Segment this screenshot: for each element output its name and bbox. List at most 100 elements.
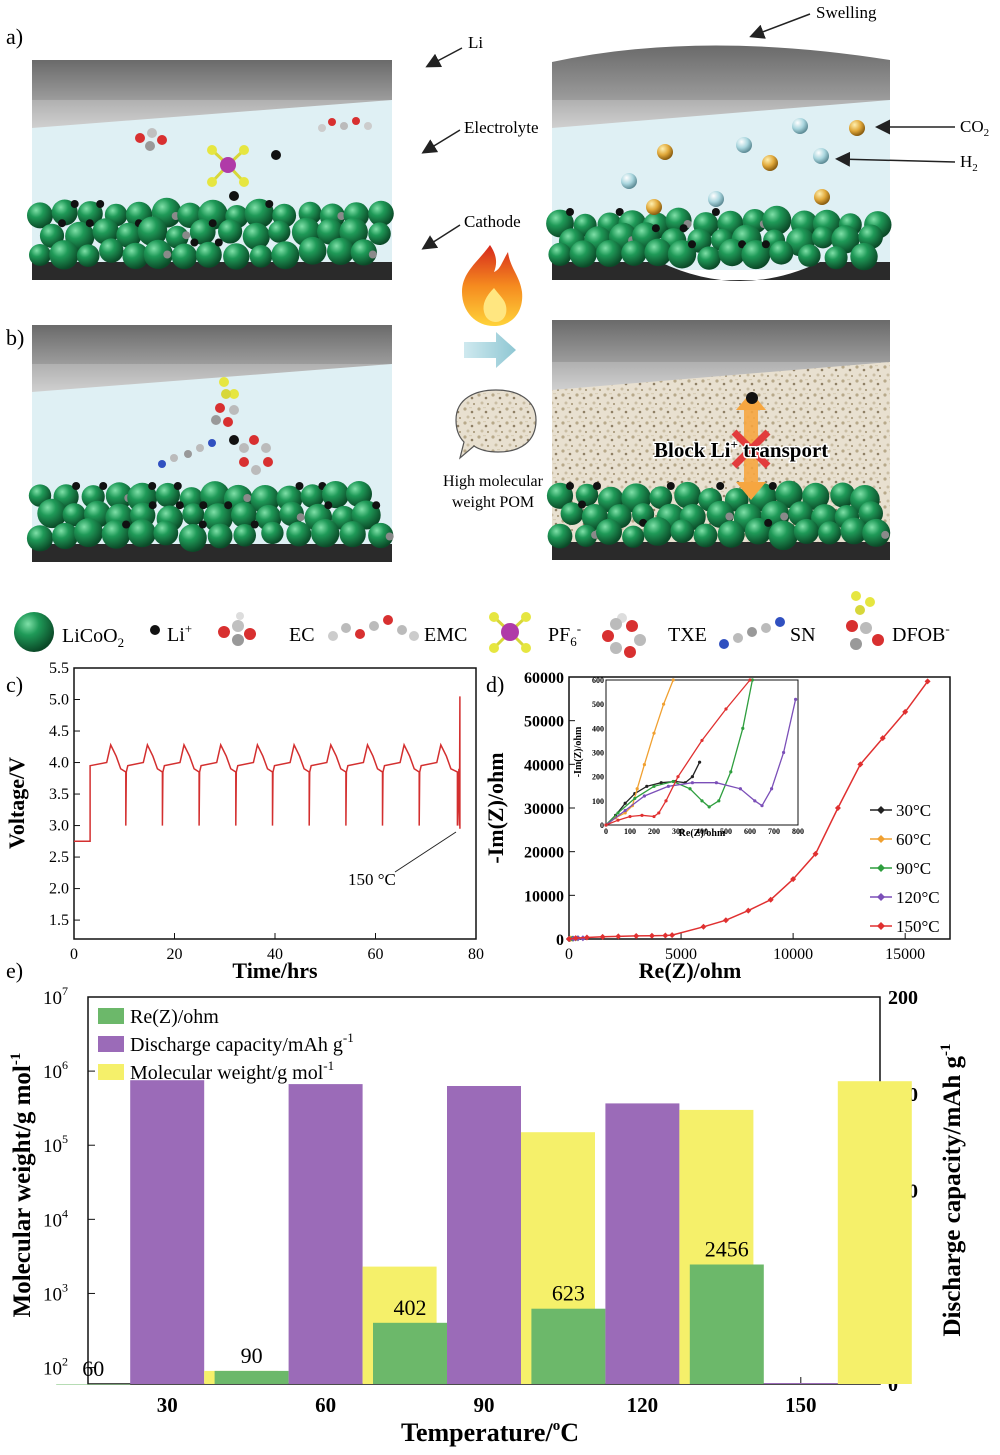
y-tick-label: 2.5: [49, 849, 69, 866]
li-ion-dot: [72, 482, 81, 490]
eis-point: [572, 935, 579, 942]
legend-label: Re(Z)/ohm: [130, 1006, 219, 1028]
licoo2-particle: [644, 238, 672, 267]
co2-bubble: [762, 155, 778, 171]
li-ion-dot: [651, 224, 660, 233]
eis-point: [834, 805, 841, 811]
bar: [130, 1080, 205, 1384]
x-axis-label: Time/hrs: [232, 958, 318, 983]
inset-point: [633, 796, 637, 801]
licoo2-particle: [286, 521, 312, 547]
licoo2-particle: [76, 244, 100, 267]
licoo2-particle: [298, 236, 327, 265]
co2-bubble: [646, 199, 662, 215]
label-electrolyte: Electrolyte: [464, 118, 539, 137]
inset-point: [623, 801, 627, 805]
li-ion-dot: [688, 240, 696, 249]
licoo2-particle: [368, 200, 394, 227]
label-li: Li: [468, 33, 483, 52]
licoo2-particle: [368, 222, 391, 245]
legend-label: 120°C: [896, 888, 940, 907]
transition-arrow: [464, 332, 516, 368]
li-ion-dot: [96, 200, 105, 208]
licoo2-particle: [693, 523, 718, 548]
licoo2-particle: [51, 199, 78, 226]
inset-point: [750, 678, 755, 682]
licoo2-particle: [802, 482, 830, 510]
licoo2-particle: [769, 240, 794, 265]
left-y-tick-label: 105: [43, 1132, 68, 1157]
panel-a-letter: a): [6, 24, 23, 49]
y-tick-label: 5.5: [49, 660, 69, 677]
legend-swatch: [98, 1064, 124, 1080]
licoo2-particle: [52, 522, 79, 550]
licoo2-particle: [29, 244, 51, 266]
li-ion-dot: [265, 200, 274, 208]
inset-point: [690, 781, 695, 785]
inset-point: [623, 811, 627, 815]
pf6-molecule-icon: [207, 145, 249, 187]
inset-series-line: [605, 699, 797, 826]
licoo2-particle: [105, 482, 133, 510]
licoo2-particle: [279, 501, 304, 527]
inset-x-tick-label: 600: [744, 827, 756, 836]
inset-point: [753, 799, 757, 803]
licoo2-particle: [811, 226, 835, 249]
legend-swatch: [98, 1008, 124, 1024]
label-co2: CO2: [960, 117, 989, 139]
li-ion-dot: [190, 238, 199, 247]
li-ion-dot: [295, 482, 304, 490]
cathode-particles: [27, 197, 394, 270]
axis-ticks: 0 5000 10000 150000100002000030000400005000…: [524, 670, 925, 963]
x-tick-label: 10000: [773, 946, 813, 963]
y-tick-label: 60000: [524, 670, 564, 687]
licoo2-particle: [850, 242, 878, 271]
bar-series: 60 90 402 623 2456: [56, 1080, 912, 1385]
licoo2-particle: [99, 238, 124, 263]
licoo2-particle: [546, 482, 574, 509]
eis-point: [790, 876, 797, 883]
emc-molecule-icon: [318, 117, 372, 132]
ec-molecule-icon: [135, 128, 167, 151]
licoo2-particle: [189, 219, 216, 245]
inset-point: [794, 697, 798, 701]
y-tick-label: 3.5: [49, 786, 69, 803]
licoo2-particle: [261, 521, 284, 545]
eis-point: [583, 934, 590, 941]
inset-point: [770, 787, 774, 791]
legend-label-emc: EMC: [424, 624, 467, 646]
licoo2-particle: [153, 520, 179, 546]
licoo2-particle: [762, 205, 792, 235]
eis-point: [857, 761, 864, 768]
panel-b-schematic: b) High molecular weight PO: [6, 320, 891, 562]
li-ion-dot: [250, 520, 259, 529]
legend-label: 150°C: [896, 917, 940, 936]
cobalt-dot: [243, 494, 252, 502]
licoo2-particle: [350, 239, 377, 266]
li-ion-dot: [566, 208, 574, 216]
licoo2-particle: [775, 480, 803, 508]
ec-molecule-icon: [218, 612, 256, 646]
licoo2-particle: [368, 522, 394, 549]
inset-point: [700, 738, 704, 743]
licoo2-particle: [271, 241, 300, 270]
cobalt-dot: [337, 212, 346, 220]
licoo2-particle: [824, 246, 848, 270]
inset-point: [700, 799, 704, 803]
licoo2-particle: [621, 240, 647, 266]
licoo2-particle: [596, 518, 622, 545]
y-axis-label: Voltage/V: [4, 757, 29, 849]
licoo2-particle: [830, 482, 856, 508]
bar-value-label: 90: [241, 1343, 263, 1368]
li-ion-dot: [173, 482, 182, 490]
licoo2-particle: [74, 518, 103, 548]
bar-value-label: 60: [82, 1356, 104, 1381]
panel-b-letter: b): [6, 325, 24, 350]
inset-point: [623, 808, 627, 813]
inset-y-tick-label: 400: [592, 724, 604, 733]
eis-point: [599, 933, 606, 940]
licoo2-particle: [317, 218, 343, 245]
legend-label-sn: SN: [790, 624, 816, 646]
eis-point: [924, 678, 931, 685]
licoo2-particle: [862, 518, 891, 547]
